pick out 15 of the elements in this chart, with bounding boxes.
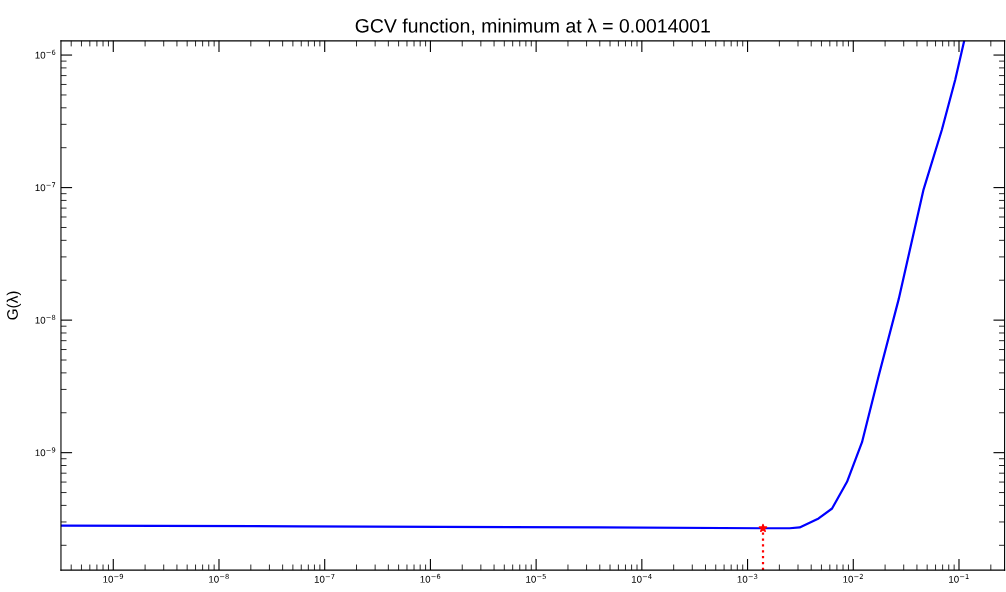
x-tick-label: 10$^{−1}$ (949, 573, 969, 583)
y-axis-title: G(λ) (6, 291, 21, 320)
y-tick-label: 10$^{−8}$ (35, 314, 56, 324)
y-tick-label: 10$^{−9}$ (35, 447, 56, 457)
x-tick-label: 10$^{−2}$ (843, 573, 863, 583)
x-tick-label: 10$^{−8}$ (209, 573, 229, 583)
chart-title: GCV function, minimum at λ = 0.0014001 (355, 18, 710, 35)
x-tick-label: 10$^{−4}$ (631, 573, 652, 583)
x-tick-label: 10$^{−6}$ (420, 573, 441, 583)
x-tick-label: 10$^{−9}$ (103, 573, 124, 583)
y-tick-label: 10$^{−6}$ (35, 49, 56, 59)
x-tick-label: 10$^{−7}$ (314, 573, 335, 583)
x-tick-label: 10$^{−5}$ (526, 573, 546, 583)
x-tick-label: 10$^{−3}$ (737, 573, 758, 583)
y-tick-label: 10$^{−7}$ (35, 182, 56, 192)
